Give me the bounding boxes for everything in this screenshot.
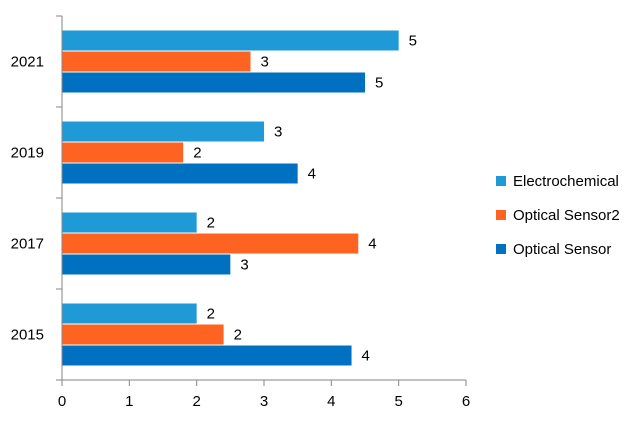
legend-item-optical-sensor: Optical Sensor xyxy=(496,238,620,260)
bar xyxy=(62,163,298,184)
bar xyxy=(62,30,399,51)
x-tick-label: 4 xyxy=(327,393,335,410)
data-label: 3 xyxy=(240,257,248,274)
bar xyxy=(62,121,264,142)
data-label: 4 xyxy=(362,348,370,365)
x-tick-label: 2 xyxy=(192,393,200,410)
legend-label: Optical Sensor2 xyxy=(513,206,620,224)
data-label: 5 xyxy=(409,33,417,50)
y-tick-label: 2021 xyxy=(11,54,44,71)
x-tick-label: 3 xyxy=(260,393,268,410)
legend-item-electrochemical: Electrochemical xyxy=(496,170,620,192)
bar xyxy=(62,233,359,254)
bar xyxy=(62,303,197,324)
y-tick-label: 2019 xyxy=(11,145,44,162)
legend-swatch xyxy=(496,176,506,186)
bar xyxy=(62,324,224,345)
data-label: 5 xyxy=(375,75,383,92)
x-tick-label: 6 xyxy=(462,393,470,410)
legend-label: Electrochemical xyxy=(513,172,619,190)
chart-marks: 2 2 4 2 4 3 3 2 4 5 3 5 xyxy=(62,30,417,366)
chart-legend: Electrochemical Optical Sensor2 Optical … xyxy=(496,170,620,272)
bar xyxy=(62,345,352,366)
legend-label: Optical Sensor xyxy=(513,240,612,258)
x-tick-label: 5 xyxy=(394,393,402,410)
legend-swatch xyxy=(496,210,506,220)
data-label: 2 xyxy=(207,215,215,232)
x-tick-label: 1 xyxy=(125,393,133,410)
data-label: 3 xyxy=(261,54,269,71)
data-label: 4 xyxy=(368,236,376,253)
data-label: 3 xyxy=(274,124,282,141)
legend-item-optical-sensor2: Optical Sensor2 xyxy=(496,204,620,226)
bar xyxy=(62,51,251,72)
bar xyxy=(62,254,231,275)
bar xyxy=(62,212,197,233)
chart-axes: 2015 2017 2019 2021 0 1 2 3 4 5 6 xyxy=(11,15,470,410)
bar xyxy=(62,72,365,93)
x-tick-label: 0 xyxy=(58,393,66,410)
data-label: 2 xyxy=(234,327,242,344)
data-label: 4 xyxy=(308,166,316,183)
bar xyxy=(62,142,184,163)
y-tick-label: 2017 xyxy=(11,236,44,253)
data-label: 2 xyxy=(207,306,215,323)
y-tick-label: 2015 xyxy=(11,327,44,344)
data-label: 2 xyxy=(193,145,201,162)
legend-swatch xyxy=(496,244,506,254)
